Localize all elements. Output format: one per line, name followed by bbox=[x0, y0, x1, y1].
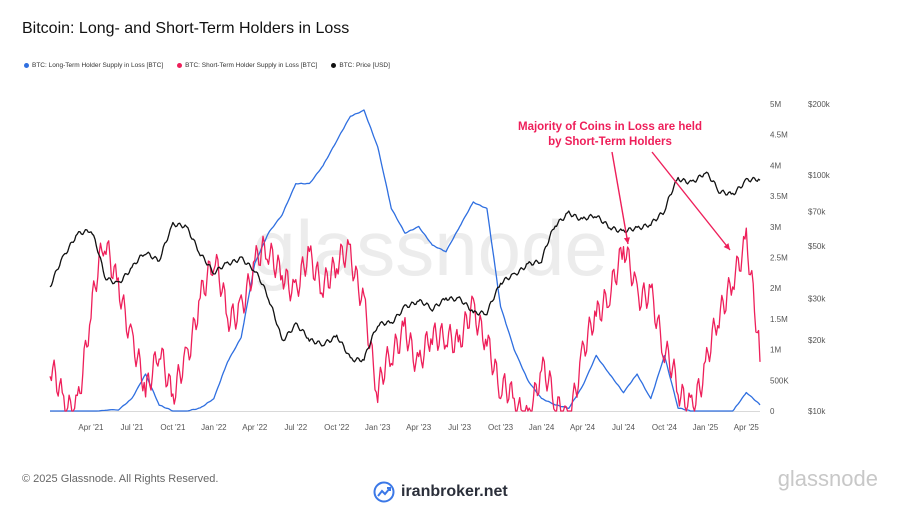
x-tick-label: Jul '23 bbox=[448, 423, 471, 432]
y-left-tick-label: 500K bbox=[770, 376, 789, 385]
y-left-tick-label: 3.5M bbox=[770, 192, 788, 201]
x-tick-label: Jan '23 bbox=[365, 423, 391, 432]
legend-item-price[interactable]: BTC: Price [USD] bbox=[331, 62, 390, 69]
x-tick-label: Jan '25 bbox=[693, 423, 719, 432]
series-line-0 bbox=[50, 109, 761, 412]
y-left-tick-label: 4M bbox=[770, 161, 781, 170]
legend-label-sth: BTC: Short-Term Holder Supply in Loss [B… bbox=[185, 62, 318, 69]
legend-label-price: BTC: Price [USD] bbox=[339, 62, 390, 69]
broker-text: iranbroker.net bbox=[401, 483, 508, 500]
trend-chart-icon bbox=[373, 481, 395, 503]
x-tick-label: Jul '21 bbox=[120, 423, 143, 432]
annotation-arrow-right-head bbox=[723, 243, 730, 250]
x-tick-label: Apr '25 bbox=[734, 423, 760, 432]
y-left-tick-label: 1.5M bbox=[770, 315, 788, 324]
x-tick-label: Apr '24 bbox=[570, 423, 596, 432]
y-right-tick-label: $30k bbox=[808, 294, 826, 303]
series-line-1 bbox=[49, 227, 761, 412]
legend-dot-sth bbox=[177, 63, 183, 68]
y-left-tick-label: 2.5M bbox=[770, 254, 788, 263]
y-left-tick-label: 5M bbox=[770, 100, 781, 109]
legend-item-lth[interactable]: BTC: Long-Term Holder Supply in Loss [BT… bbox=[24, 62, 163, 69]
annotation-line1: Majority of Coins in Loss are held bbox=[518, 121, 702, 133]
annotation-arrow-right bbox=[651, 151, 731, 251]
legend-dot-price bbox=[331, 63, 337, 68]
y-right-tick-label: $50k bbox=[808, 242, 826, 251]
y-left-tick-label: 4.5M bbox=[770, 131, 788, 140]
x-tick-label: Oct '21 bbox=[160, 423, 186, 432]
x-tick-label: Jul '22 bbox=[284, 423, 307, 432]
y-right-tick-label: $20k bbox=[808, 336, 826, 345]
x-tick-label: Oct '23 bbox=[488, 423, 514, 432]
glassnode-logo: glassnode bbox=[777, 466, 878, 491]
x-tick-label: Apr '23 bbox=[406, 423, 432, 432]
y-right-tick-label: $200k bbox=[808, 100, 831, 109]
y-right-tick-label: $100k bbox=[808, 171, 831, 180]
page-title: Bitcoin: Long- and Short-Term Holders in… bbox=[22, 20, 350, 37]
x-tick-label: Apr '22 bbox=[242, 423, 268, 432]
y-left-tick-label: 1M bbox=[770, 346, 781, 355]
legend-dot-lth bbox=[24, 63, 29, 68]
x-tick-label: Oct '22 bbox=[324, 423, 350, 432]
chart-legend: BTC: Long-Term Holder Supply in Loss [BT… bbox=[24, 62, 390, 69]
y-left-tick-label: 2M bbox=[770, 284, 781, 293]
x-tick-label: Jan '22 bbox=[201, 423, 227, 432]
y-left-tick-label: 3M bbox=[770, 223, 781, 232]
legend-label-lth: BTC: Long-Term Holder Supply in Loss [BT… bbox=[32, 62, 164, 69]
series-line-2 bbox=[49, 171, 761, 363]
y-right-tick-label: $70k bbox=[808, 208, 826, 217]
legend-item-sth[interactable]: BTC: Short-Term Holder Supply in Loss [B… bbox=[177, 62, 317, 69]
broker-watermark: iranbroker.net bbox=[373, 481, 508, 503]
x-tick-label: Jan '24 bbox=[529, 423, 555, 432]
y-left-tick-label: 0 bbox=[770, 407, 775, 416]
x-tick-label: Apr '21 bbox=[78, 423, 104, 432]
annotation-arrow-left bbox=[611, 151, 629, 245]
annotation-arrow-left-head bbox=[623, 237, 630, 244]
x-tick-label: Oct '24 bbox=[652, 423, 678, 432]
y-right-tick-label: $10k bbox=[808, 407, 826, 416]
chart-watermark: glassnode bbox=[252, 204, 608, 292]
x-tick-label: Jul '24 bbox=[612, 423, 635, 432]
annotation-line2: by Short-Term Holders bbox=[548, 136, 672, 148]
copyright-text: © 2025 Glassnode. All Rights Reserved. bbox=[22, 473, 219, 485]
